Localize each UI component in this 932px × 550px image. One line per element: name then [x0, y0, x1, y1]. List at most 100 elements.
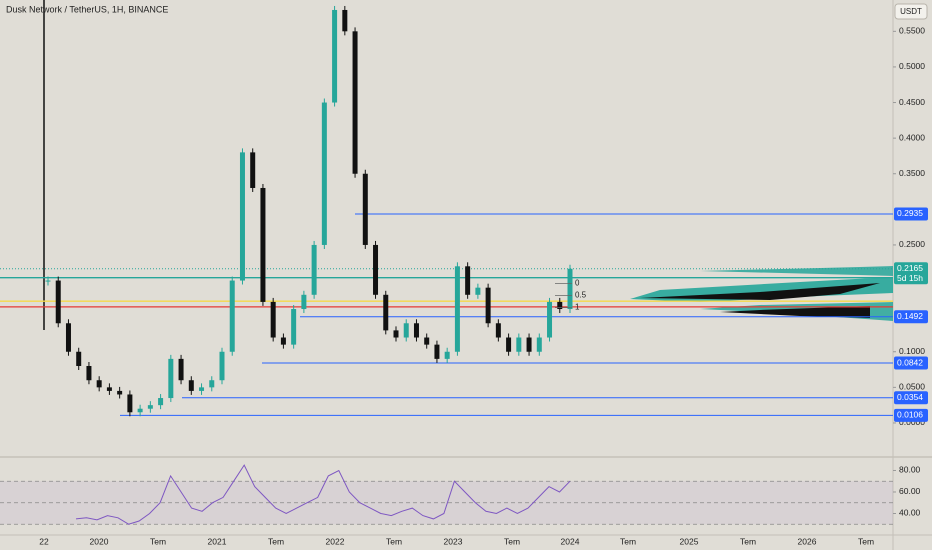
candle	[557, 301, 563, 310]
candle	[209, 380, 215, 388]
candle	[383, 294, 389, 331]
candle	[188, 380, 194, 391]
candle	[168, 358, 174, 399]
price-label: 0.1492	[897, 311, 923, 321]
candle	[260, 187, 266, 302]
fib-label: 1	[575, 303, 580, 312]
candle	[413, 323, 419, 338]
candle	[536, 337, 542, 352]
price-label-box	[894, 310, 928, 324]
candle	[567, 268, 573, 310]
current-price-box	[894, 262, 928, 285]
candle	[65, 323, 71, 352]
candle	[495, 323, 501, 338]
candle	[393, 330, 399, 338]
x-tick-label: 2020	[90, 536, 109, 546]
candle	[321, 102, 327, 245]
x-tick-label: Tem	[268, 536, 284, 546]
y-tick-label: 0.2500	[899, 239, 925, 249]
x-tick-label: 22	[39, 536, 49, 546]
x-tick-label: Tem	[386, 536, 402, 546]
candle	[106, 387, 112, 391]
price-label-box	[894, 391, 928, 405]
candle	[332, 9, 338, 103]
candle	[117, 390, 123, 395]
candle	[403, 323, 409, 338]
candle	[250, 152, 256, 188]
price-label-box	[894, 356, 928, 370]
x-tick-label: 2023	[444, 536, 463, 546]
current-price-label: 0.2165	[897, 263, 923, 273]
volume-bar	[720, 306, 870, 318]
candle	[444, 351, 450, 359]
price-label: 0.2935	[897, 208, 923, 218]
candle	[239, 152, 245, 281]
price-label-box	[894, 408, 928, 422]
candle	[301, 294, 307, 310]
y-tick-label: 0.1000	[899, 346, 925, 356]
candle	[475, 287, 481, 295]
candle	[158, 398, 164, 406]
volume-bar	[640, 283, 880, 300]
candle	[76, 351, 82, 366]
x-tick-label: 2022	[326, 536, 345, 546]
countdown-label: 5d 15h	[897, 273, 923, 283]
x-tick-label: 2025	[680, 536, 699, 546]
y-tick-label: 0.4000	[899, 132, 925, 142]
candle	[516, 337, 522, 352]
candle	[96, 380, 102, 388]
candle	[127, 394, 133, 413]
candle	[342, 9, 348, 32]
rsi-line	[75, 464, 571, 525]
y-tick-label: 0.0500	[899, 382, 925, 392]
x-tick-label: Tem	[740, 536, 756, 546]
candle	[280, 337, 286, 345]
y-tick-label: 60.00	[899, 486, 921, 496]
candle	[465, 266, 471, 295]
volume-bar	[700, 266, 893, 276]
y-tick-label: 0.5500	[899, 26, 925, 36]
y-tick-label: 0.4500	[899, 97, 925, 107]
fib-label: 0	[575, 279, 580, 288]
symbol-title: Dusk Network / TetherUS, 1H, BINANCE	[6, 4, 168, 14]
candle	[526, 337, 532, 352]
x-tick-label: Tem	[620, 536, 636, 546]
candle	[137, 408, 143, 413]
candle	[506, 337, 512, 352]
candle	[291, 309, 297, 345]
candle	[362, 173, 368, 245]
x-tick-label: Tem	[858, 536, 874, 546]
candle	[178, 358, 184, 381]
x-tick-label: 2021	[208, 536, 227, 546]
price-label: 0.0842	[897, 357, 923, 367]
y-tick-label: 0.3500	[899, 168, 925, 178]
candle	[434, 344, 440, 359]
candle	[55, 280, 61, 324]
price-label: 0.0354	[897, 392, 923, 402]
candle	[311, 244, 317, 295]
fib-label: 0.5	[575, 291, 587, 300]
candle	[352, 31, 358, 174]
candle	[86, 365, 92, 381]
y-tick-label: 0.5000	[899, 61, 925, 71]
candle	[373, 244, 379, 295]
candle	[199, 387, 205, 391]
candle	[219, 351, 225, 381]
candle	[45, 280, 51, 282]
x-tick-label: 2024	[561, 536, 580, 546]
candle	[485, 287, 491, 324]
price-label-box	[894, 207, 928, 221]
x-tick-label: Tem	[150, 536, 166, 546]
x-tick-label: Tem	[504, 536, 520, 546]
x-tick-label: 2026	[798, 536, 817, 546]
y-tick-label: 80.00	[899, 465, 921, 475]
currency-label: USDT	[900, 7, 922, 16]
candle	[454, 266, 460, 352]
y-tick-label: 40.00	[899, 508, 921, 518]
candle	[547, 301, 553, 338]
candle	[229, 280, 235, 352]
y-tick-label: 0.0000	[899, 417, 925, 427]
currency-button[interactable]	[894, 3, 928, 20]
